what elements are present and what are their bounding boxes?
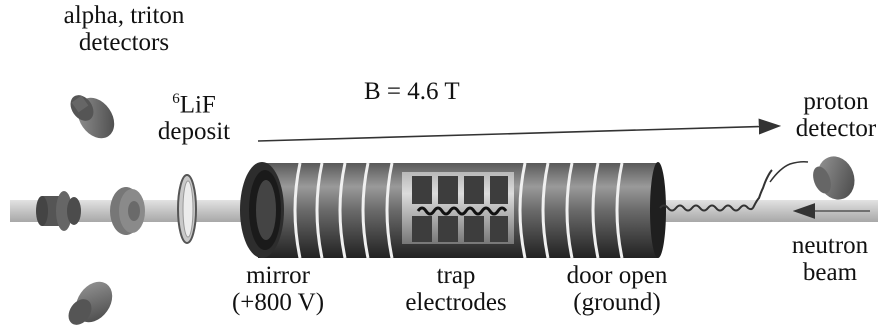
neutron-beam-label: neutron beam: [791, 232, 869, 286]
field-label: B = 4.6 T: [364, 78, 460, 105]
lif-deposit-ring: [177, 174, 197, 244]
lif-isotope-superscript: 6: [172, 91, 180, 107]
trap-cylinder: [240, 162, 666, 259]
proton-detector: [813, 156, 855, 200]
proton-trajectory-spiral: [659, 169, 773, 212]
door-label: door open (ground): [566, 262, 668, 316]
beam-detector-disc: [110, 187, 145, 235]
trap-electrodes-label: trap electrodes: [405, 262, 507, 316]
lif-deposit-label: 6LiF deposit: [157, 91, 231, 146]
field-arrow: [257, 118, 782, 142]
beam-detector-left: [36, 191, 81, 231]
alpha-detector-upper: [70, 95, 115, 139]
alpha-triton-label: alpha, triton detectors: [63, 2, 185, 56]
alpha-detector-lower: [68, 281, 113, 325]
mirror-label: mirror (+800 V): [231, 262, 325, 316]
proton-detector-label: proton detector: [795, 88, 877, 142]
trapped-proton-spiral: [416, 206, 508, 216]
